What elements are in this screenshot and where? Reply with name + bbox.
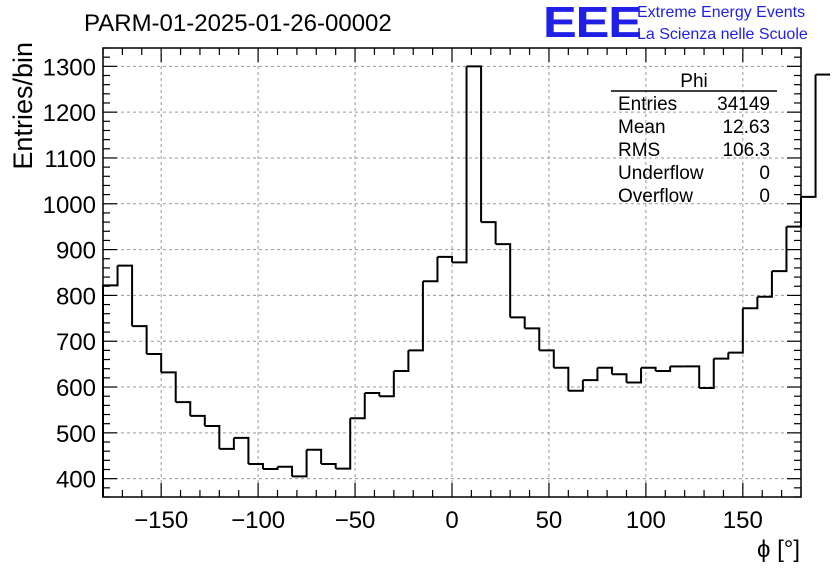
histogram-bin — [713, 352, 730, 360]
x-tick-label: −100 — [231, 507, 285, 534]
histogram-bin — [481, 221, 497, 245]
stats-box: Phi Entries 34149 Mean 12.63 RMS 106.3 Underfl… — [611, 71, 777, 207]
histogram-bin — [553, 366, 570, 391]
histogram-bin — [248, 463, 264, 470]
x-tick-label: 100 — [626, 507, 666, 534]
histogram-bin — [452, 66, 468, 264]
histogram-bin — [684, 365, 701, 388]
x-axis-label: ϕ [°] — [757, 536, 800, 563]
stats-value-rms: 106.3 — [722, 140, 770, 161]
histogram-series — [102, 65, 831, 497]
histogram-bin — [321, 463, 337, 469]
stats-label-mean: Mean — [618, 117, 666, 138]
axis-tick-labels: −150 −100 −50 0 50 100 150 400 500 600 700 800 900 10… — [43, 54, 763, 534]
histogram-bin — [262, 466, 279, 471]
histogram-bin — [655, 366, 672, 373]
stats-value-underflow: 0 — [759, 163, 770, 184]
histogram-bin — [422, 256, 439, 283]
stats-label-rms: RMS — [618, 140, 660, 161]
histogram-bin — [146, 353, 163, 373]
histogram-bin — [393, 350, 410, 373]
y-tick-label: 500 — [56, 421, 96, 448]
stats-value-mean: 12.63 — [722, 117, 770, 138]
y-tick-label: 1300 — [43, 54, 96, 81]
histogram-bin — [611, 373, 628, 383]
histogram-bin — [277, 465, 294, 477]
y-tick-label: 1000 — [43, 192, 96, 219]
histogram-bin — [699, 358, 715, 389]
x-tick-label: 50 — [536, 507, 563, 534]
histogram-bin — [539, 349, 555, 368]
histogram-bin — [641, 366, 657, 372]
histogram-bin — [379, 371, 395, 398]
histogram-bin — [103, 265, 119, 287]
chart-title: PARM-01-2025-01-26-00002 — [84, 10, 392, 37]
histogram-bin — [568, 380, 584, 392]
grid — [103, 48, 801, 497]
histogram-bin — [190, 414, 206, 426]
histogram-bin — [408, 281, 424, 352]
stats-label-entries: Entries — [618, 94, 677, 115]
y-tick-label: 700 — [56, 329, 96, 356]
x-tick-label: 0 — [445, 507, 458, 534]
histogram-bin — [582, 367, 599, 382]
stats-box-title: Phi — [680, 71, 707, 92]
y-tick-label: 600 — [56, 375, 96, 402]
histogram-bin — [132, 325, 148, 355]
histogram-bin — [350, 392, 366, 420]
histogram-bin — [742, 296, 759, 310]
y-tick-label: 900 — [56, 238, 96, 265]
histogram-bin — [292, 449, 308, 478]
histogram-bin — [728, 308, 744, 354]
histogram-bin — [306, 448, 323, 465]
x-tick-label: −50 — [335, 507, 376, 534]
histogram-bin — [219, 437, 235, 450]
histogram-bin — [597, 366, 613, 375]
histogram-bin — [757, 271, 773, 298]
stats-label-overflow: Overflow — [618, 186, 693, 207]
stats-value-overflow: 0 — [759, 186, 770, 207]
histogram-bin — [466, 65, 483, 223]
x-tick-label: 150 — [723, 507, 763, 534]
y-tick-label: 800 — [56, 283, 96, 310]
logo-subtitle-1: Extreme Energy Events — [637, 4, 806, 21]
histogram-bin — [204, 424, 221, 449]
logo-subtitle-2: La Scienza nelle Scuole — [637, 26, 808, 43]
histogram-bin — [510, 316, 526, 329]
histogram-bin — [771, 226, 788, 273]
eee-logo: EEE — [543, 0, 642, 47]
histogram-bin — [626, 367, 643, 384]
y-axis-label: Entries/bin — [8, 42, 38, 170]
stats-value-entries: 34149 — [717, 94, 770, 115]
histogram-bin — [233, 436, 250, 465]
histogram-bin — [364, 391, 381, 397]
histogram-bin — [175, 401, 192, 416]
histogram-bin — [801, 74, 817, 198]
y-tick-label: 1200 — [43, 100, 96, 127]
histogram-bin — [495, 243, 512, 318]
histogram-bin — [335, 418, 352, 470]
histogram-bin — [117, 264, 134, 327]
histogram-bin — [437, 255, 453, 263]
histogram-bin — [161, 371, 177, 403]
stats-label-underflow: Underflow — [618, 163, 704, 184]
x-tick-label: −150 — [134, 507, 188, 534]
axis-ticks — [102, 47, 802, 498]
y-tick-label: 1100 — [44, 146, 96, 173]
histogram-bin — [524, 327, 541, 351]
y-tick-label: 400 — [56, 467, 96, 494]
